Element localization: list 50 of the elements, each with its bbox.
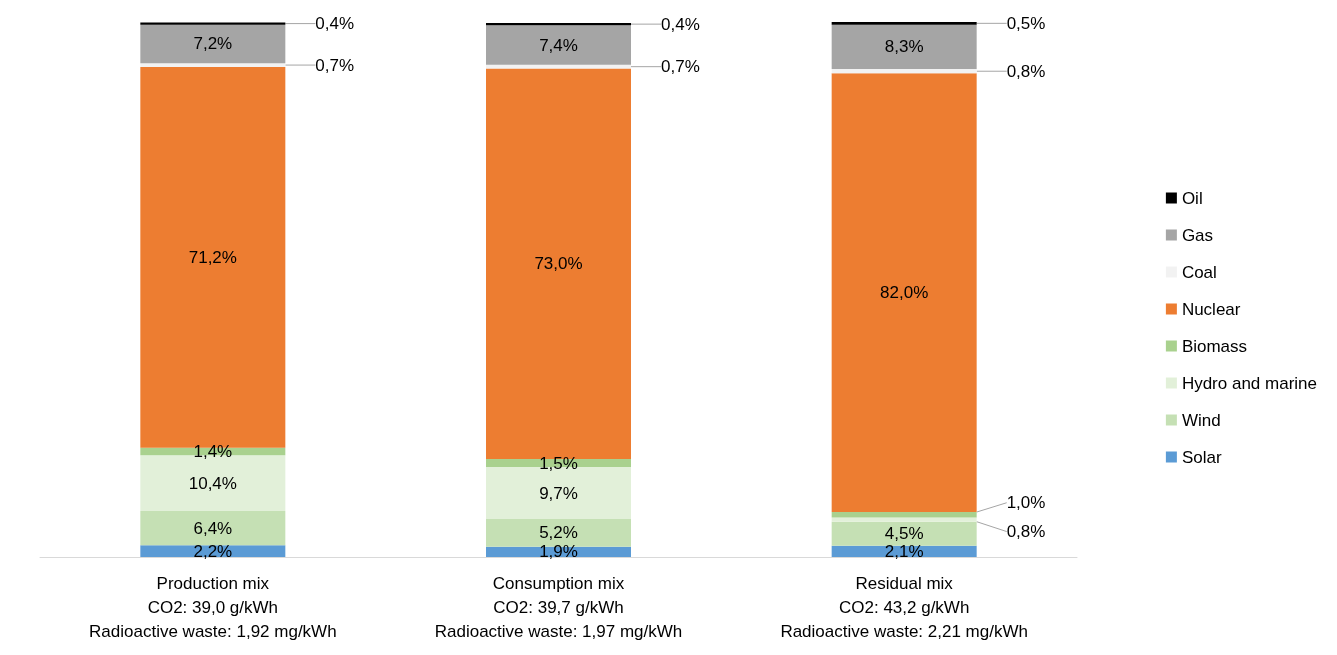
data-label: 2,2% bbox=[193, 541, 233, 561]
data-label: 4,5% bbox=[884, 524, 924, 544]
data-label: 0,8% bbox=[1006, 522, 1046, 542]
legend-label: Gas bbox=[1181, 225, 1214, 245]
bar bbox=[831, 22, 977, 25]
data-label: 71,2% bbox=[188, 247, 237, 267]
data-label: 73,0% bbox=[534, 254, 583, 274]
data-label: 7,4% bbox=[539, 35, 578, 55]
data-label: 10,4% bbox=[188, 473, 237, 493]
bar bbox=[831, 69, 977, 74]
data-label: 1,4% bbox=[193, 442, 233, 462]
legend-label: Solar bbox=[1181, 447, 1222, 467]
bar bbox=[486, 519, 631, 547]
bar bbox=[831, 24, 977, 70]
legend-label: Nuclear bbox=[1181, 299, 1241, 319]
bar bbox=[486, 64, 631, 69]
data-label: 7,2% bbox=[193, 34, 233, 54]
legend-label: Wind bbox=[1181, 410, 1221, 430]
legend-label: Hydro and marine bbox=[1181, 373, 1317, 393]
data-label: 0,5% bbox=[1006, 13, 1046, 33]
data-label: 0,8% bbox=[1006, 61, 1046, 81]
legend-label: Coal bbox=[1181, 262, 1217, 282]
x-tick-label: Production mix CO2: 39,0 g/kWh Radioactive waste: 1,92 mg/kWh bbox=[89, 573, 337, 641]
data-label: 9,7% bbox=[539, 483, 578, 503]
data-label: 0,7% bbox=[315, 55, 355, 75]
x-tick-label: Consumption mix CO2: 39,7 g/kWh Radioactive waste: 1,97 mg/kWh bbox=[434, 573, 683, 641]
data-label: 0,4% bbox=[315, 14, 355, 34]
data-label: 2,1% bbox=[884, 541, 924, 561]
bar bbox=[140, 510, 286, 546]
data-label: 82,0% bbox=[880, 283, 929, 303]
legend-label: Oil bbox=[1181, 188, 1203, 208]
legend-label: Biomass bbox=[1181, 336, 1248, 356]
data-label: 1,9% bbox=[539, 542, 578, 562]
bar bbox=[486, 23, 631, 26]
bar bbox=[831, 512, 977, 518]
data-label: 8,3% bbox=[884, 37, 924, 57]
data-label: 0,4% bbox=[661, 14, 700, 34]
x-tick-label: Residual mix CO2: 43,2 g/kWh Radioactive waste: 2,21 mg/kWh bbox=[780, 573, 1028, 641]
bar bbox=[140, 63, 286, 67]
bar bbox=[831, 521, 977, 546]
data-label: 1,0% bbox=[1006, 493, 1046, 513]
bar bbox=[140, 22, 286, 25]
data-label: 5,2% bbox=[539, 523, 578, 543]
bar bbox=[831, 517, 977, 522]
data-label: 6,4% bbox=[193, 518, 233, 538]
data-label: 1,5% bbox=[539, 453, 578, 473]
bar bbox=[831, 73, 977, 513]
bar bbox=[140, 24, 286, 64]
data-label: 0,7% bbox=[661, 57, 700, 77]
bar bbox=[486, 25, 631, 65]
